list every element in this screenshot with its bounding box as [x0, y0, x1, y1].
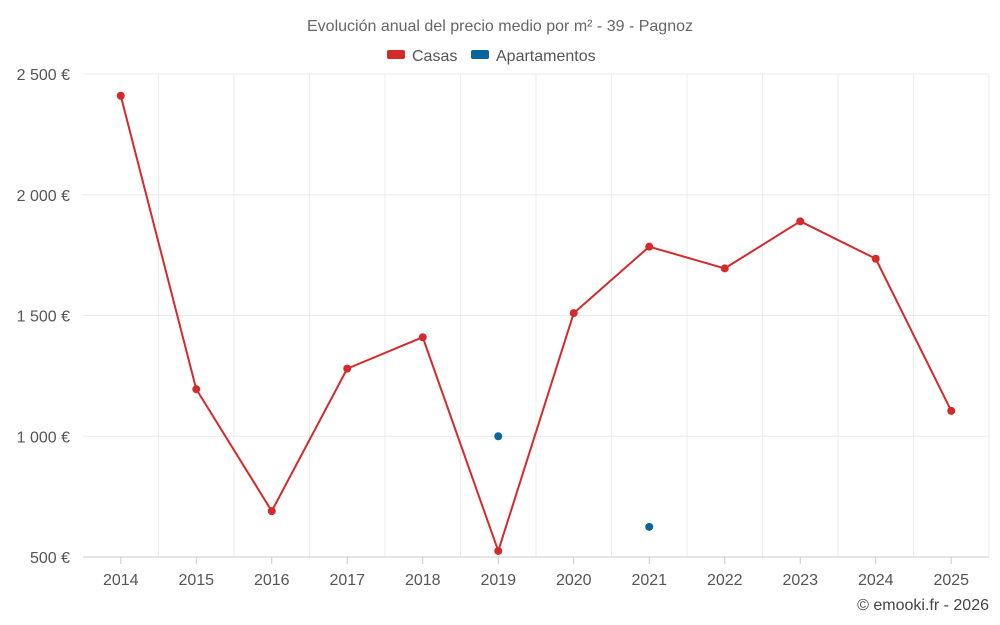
x-tick-label: 2021	[631, 572, 667, 589]
data-point-casas-2025[interactable]	[947, 406, 956, 415]
data-point-casas-2015[interactable]	[192, 385, 201, 394]
y-tick-label: 500 €	[30, 550, 70, 567]
legend-swatch-apartamentos[interactable]	[471, 50, 489, 59]
data-point-casas-2022[interactable]	[720, 264, 729, 273]
legend-label-apartamentos[interactable]: Apartamentos	[496, 48, 596, 65]
y-tick-label: 1 000 €	[17, 429, 70, 446]
chart-title: Evolución anual del precio medio por m² …	[307, 18, 693, 35]
y-axis: 500 € 1 000 € 1 500 € 2 000 € 2 500 €	[17, 67, 70, 567]
legend: Casas Apartamentos	[387, 48, 596, 65]
x-tick-label: 2025	[933, 572, 969, 589]
x-tick-label: 2019	[480, 572, 516, 589]
y-tick-label: 2 000 €	[17, 188, 70, 205]
y-tick-label: 1 500 €	[17, 309, 70, 326]
x-tick-label: 2018	[405, 572, 441, 589]
x-tick-label: 2015	[178, 572, 214, 589]
x-tick-label: 2020	[556, 572, 592, 589]
data-point-casas-2020[interactable]	[569, 309, 578, 318]
y-tick-label: 2 500 €	[17, 67, 70, 84]
data-point-casas-2019[interactable]	[494, 546, 503, 555]
series-casas	[116, 91, 956, 555]
x-tick-label: 2016	[254, 572, 290, 589]
x-tick-label: 2017	[329, 572, 365, 589]
credit-text: © emooki.fr - 2026	[857, 597, 989, 614]
legend-label-casas[interactable]: Casas	[412, 48, 457, 65]
legend-swatch-casas[interactable]	[387, 50, 405, 59]
x-tick-label: 2022	[707, 572, 743, 589]
x-tick-label: 2024	[858, 572, 894, 589]
data-point-casas-2017[interactable]	[343, 364, 352, 373]
series-apartamentos	[494, 432, 654, 531]
data-point-casas-2024[interactable]	[871, 254, 880, 263]
data-point-apartamentos-2021[interactable]	[645, 522, 654, 531]
data-point-casas-2021[interactable]	[645, 242, 654, 251]
data-point-casas-2016[interactable]	[267, 507, 276, 516]
x-tick-label: 2014	[103, 572, 139, 589]
data-point-apartamentos-2019[interactable]	[494, 432, 503, 441]
data-point-casas-2014[interactable]	[116, 91, 125, 100]
series-line-casas	[119, 95, 953, 552]
data-point-casas-2018[interactable]	[418, 333, 427, 342]
data-point-casas-2023[interactable]	[796, 217, 805, 226]
x-tick-label: 2023	[782, 572, 818, 589]
grid	[83, 73, 990, 557]
series-layer	[116, 91, 956, 555]
x-axis: 2014 2015 2016 2017 2018 2019 2020 2021 2022 2023…	[83, 556, 989, 589]
